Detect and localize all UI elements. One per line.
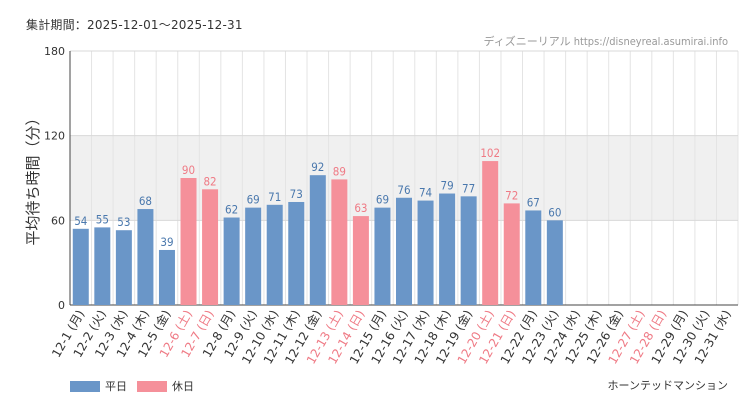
legend-label-weekday: 平日 bbox=[105, 380, 127, 393]
bar-value-label: 62 bbox=[225, 203, 238, 217]
bar bbox=[482, 161, 499, 305]
bar bbox=[158, 249, 175, 305]
bar bbox=[396, 197, 412, 305]
bar bbox=[546, 220, 563, 305]
bar bbox=[503, 203, 520, 305]
bar bbox=[352, 216, 369, 305]
bar-value-label: 73 bbox=[290, 187, 303, 201]
bar-value-label: 67 bbox=[527, 195, 540, 209]
bar bbox=[115, 230, 132, 305]
bar-value-label: 60 bbox=[548, 205, 561, 219]
bar bbox=[223, 217, 240, 305]
bar-value-label: 74 bbox=[419, 186, 432, 200]
y-tick-label: 60 bbox=[51, 214, 65, 227]
bar-value-label: 90 bbox=[182, 163, 195, 177]
bar bbox=[331, 179, 348, 305]
bar-value-label: 77 bbox=[462, 181, 475, 195]
bar-value-label: 72 bbox=[505, 188, 518, 202]
bar-value-label: 82 bbox=[203, 174, 216, 188]
legend-swatch-weekday bbox=[70, 380, 100, 392]
bar bbox=[180, 178, 197, 305]
legend: 平日 休日 bbox=[70, 378, 204, 394]
bar bbox=[525, 210, 542, 305]
legend-label-holiday: 休日 bbox=[172, 380, 194, 393]
bar-value-label: 102 bbox=[480, 146, 500, 160]
y-tick-label: 180 bbox=[44, 45, 65, 58]
bar-value-label: 39 bbox=[160, 235, 173, 249]
bar bbox=[94, 227, 111, 305]
bar-value-label: 53 bbox=[117, 215, 130, 229]
bar-value-label: 55 bbox=[96, 212, 109, 226]
bar bbox=[72, 228, 89, 305]
bar-value-label: 79 bbox=[441, 179, 454, 193]
bar bbox=[460, 196, 477, 305]
bar-value-label: 69 bbox=[376, 193, 389, 207]
bar bbox=[202, 189, 219, 305]
bar-value-label: 69 bbox=[247, 193, 260, 207]
legend-item-weekday: 平日 bbox=[70, 378, 127, 394]
bar-value-label: 68 bbox=[139, 194, 152, 208]
bar bbox=[374, 207, 391, 305]
bar-value-label: 71 bbox=[268, 190, 281, 204]
bar-value-label: 92 bbox=[311, 160, 324, 174]
bar-value-label: 54 bbox=[74, 214, 87, 228]
source-label: ディズニーリアル https://disneyreal.asumirai.inf… bbox=[483, 35, 728, 48]
bar-value-label: 89 bbox=[333, 164, 346, 178]
bar bbox=[245, 207, 262, 305]
bar-value-label: 63 bbox=[354, 201, 367, 215]
y-tick-label: 120 bbox=[44, 130, 65, 143]
bar bbox=[309, 175, 326, 305]
bar bbox=[266, 204, 283, 305]
legend-item-holiday: 休日 bbox=[137, 378, 194, 394]
bar bbox=[137, 209, 154, 305]
y-tick-label: 0 bbox=[58, 299, 65, 312]
bar bbox=[439, 193, 456, 305]
legend-swatch-holiday bbox=[137, 380, 167, 392]
bar-value-label: 76 bbox=[397, 183, 410, 197]
y-axis-title: 平均待ち時間（分） bbox=[24, 110, 42, 245]
bar bbox=[417, 200, 434, 305]
bar bbox=[288, 201, 305, 305]
attraction-name: ホーンテッドマンション bbox=[607, 379, 728, 392]
period-label: 集計期間：2025-12-01～2025-12-31 bbox=[26, 18, 243, 32]
